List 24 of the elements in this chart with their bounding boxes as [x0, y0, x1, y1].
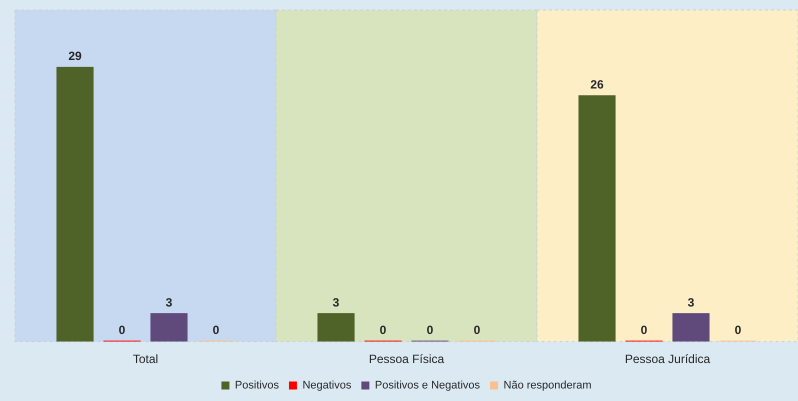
data-label: 0	[640, 322, 648, 337]
data-label: 3	[166, 295, 173, 310]
data-label: 0	[118, 322, 126, 337]
data-label: 0	[426, 322, 434, 337]
legend-label: Positivos e Negativos	[374, 380, 481, 392]
data-label: 0	[380, 322, 387, 337]
legend-label: Positivos	[234, 380, 280, 392]
data-label: 0	[212, 322, 220, 337]
data-label: 29	[68, 49, 82, 64]
bar	[672, 313, 710, 342]
legend-label: Negativos	[302, 380, 352, 392]
bar	[56, 66, 94, 342]
bar	[578, 95, 616, 342]
data-label: 0	[734, 322, 742, 337]
bar	[317, 313, 355, 342]
data-label: 3	[332, 295, 340, 310]
data-label: 26	[590, 78, 604, 92]
x-tick-label: Total	[132, 352, 158, 366]
x-tick-label: Pessoa Jurídica	[624, 352, 711, 366]
data-label: 0	[474, 322, 481, 337]
x-tick-label: Pessoa Física	[368, 352, 444, 366]
legend-label: Não responderam	[504, 380, 592, 392]
data-label: 3	[688, 295, 695, 310]
bar	[150, 313, 188, 342]
